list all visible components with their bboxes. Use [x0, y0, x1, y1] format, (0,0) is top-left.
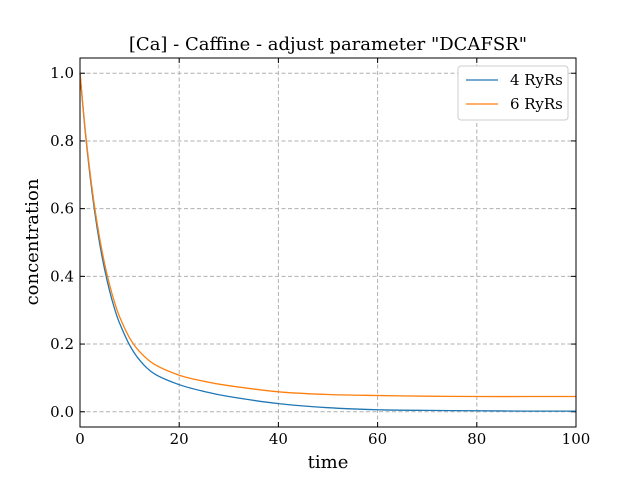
series-lines — [79, 73, 577, 412]
series-line-6-ryrs — [79, 73, 576, 398]
x-tick-label: 60 — [368, 430, 387, 448]
y-tick-label: 0.8 — [50, 132, 74, 150]
y-tick-label: 1.0 — [50, 64, 74, 82]
y-tick-label: 0.6 — [50, 200, 74, 218]
y-tick-label: 0.0 — [50, 403, 74, 421]
chart-title: [Ca] - Caffine - adjust parameter "DCAFS… — [129, 34, 527, 55]
legend-label-4-ryrs: 4 RyRs — [510, 71, 563, 89]
x-axis-label: time — [308, 452, 349, 473]
x-tick-label: 80 — [467, 430, 486, 448]
x-tick-label: 0 — [75, 430, 85, 448]
x-tick-label: 40 — [269, 430, 288, 448]
axis-ticks: 0 20 40 60 80 100 0.0 0.2 0.4 0.6 0.8 1.0 — [50, 58, 590, 448]
y-tick-label: 0.2 — [50, 335, 74, 353]
y-axis-label: concentration — [22, 178, 43, 305]
series-line-4-ryrs — [79, 73, 577, 412]
legend-label-6-ryrs: 6 RyRs — [510, 95, 563, 113]
x-tick-label: 100 — [562, 430, 591, 448]
plot-frame — [79, 57, 577, 428]
legend: 4 RyRs 6 RyRs — [457, 65, 569, 121]
x-tick-label: 20 — [170, 430, 189, 448]
y-tick-label: 0.4 — [50, 267, 74, 285]
